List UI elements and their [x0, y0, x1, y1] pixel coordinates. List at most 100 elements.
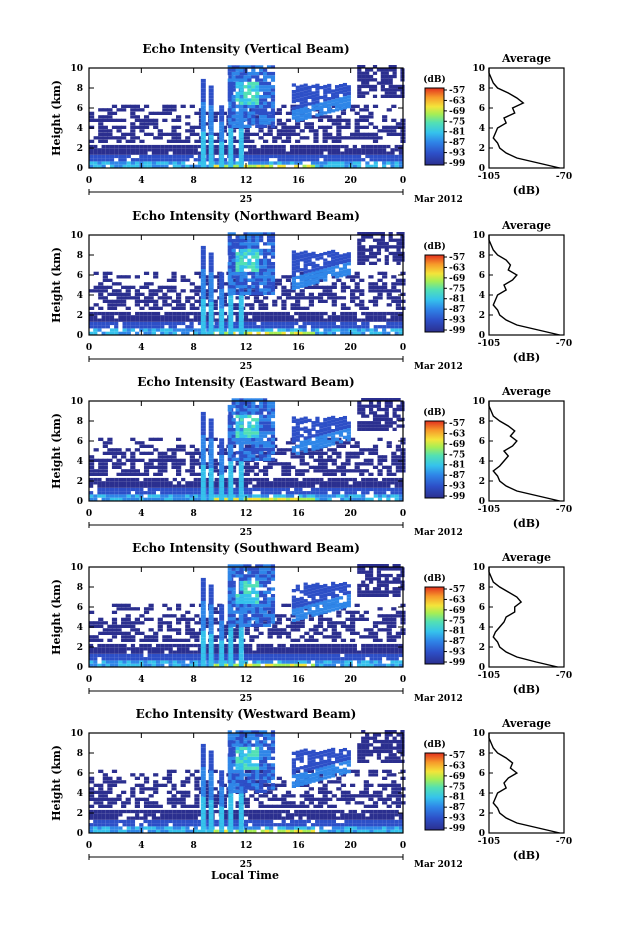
- heatmap-cell: [166, 455, 173, 459]
- heatmap-cell: [235, 148, 240, 152]
- heatmap-cell: [130, 315, 136, 319]
- heatmap-cell: [327, 318, 332, 322]
- heatmap-cell: [101, 154, 106, 159]
- heatmap-cell: [298, 491, 303, 495]
- heatmap-cell: [105, 497, 110, 501]
- profile-line: [488, 401, 560, 502]
- heatmap-cell: [126, 331, 131, 335]
- heatmap-cell: [251, 108, 256, 112]
- heatmap-cell: [228, 491, 234, 495]
- heatmap-cell: [255, 265, 260, 269]
- heatmap-cell: [365, 315, 370, 319]
- heatmap-cell: [299, 268, 304, 272]
- heatmap-cell: [281, 144, 286, 149]
- heatmap-cell: [193, 494, 198, 498]
- heatmap-cell: [319, 318, 324, 322]
- heatmap-cell: [231, 421, 236, 425]
- heatmap-cell: [361, 261, 366, 265]
- heatmap-cell: [130, 462, 136, 466]
- heatmap-cell: [354, 136, 360, 140]
- heatmap-cell: [121, 607, 127, 611]
- heatmap-cell: [219, 315, 225, 319]
- heatmap-cell: [164, 484, 169, 488]
- heatmap-cell: [214, 494, 219, 498]
- heatmap-cell: [193, 484, 198, 488]
- heatmap-cell: [105, 663, 110, 667]
- heatmap-cell: [256, 653, 261, 658]
- heatmap-cell: [264, 158, 270, 162]
- heatmap-cell: [315, 663, 320, 667]
- heatmap-cell: [235, 306, 241, 310]
- heatmap-cell: [289, 657, 295, 661]
- heatmap-cell: [342, 263, 348, 267]
- heatmap-cell: [359, 132, 365, 136]
- heatmap-cell: [176, 638, 182, 642]
- heatmap-cell: [107, 271, 113, 275]
- heatmap-cell: [382, 325, 387, 329]
- heatmap-cell: [352, 484, 357, 488]
- heatmap-cell: [294, 663, 299, 667]
- heatmap-cell: [221, 111, 227, 115]
- heatmap-cell: [327, 164, 332, 168]
- heatmap-cell: [263, 447, 268, 452]
- heatmap-cell: [98, 118, 104, 122]
- heatmap-cell: [373, 161, 378, 165]
- heatmap-cell: [369, 663, 374, 667]
- heatmap-cell: [166, 289, 173, 293]
- heatmap-cell: [317, 455, 324, 459]
- heatmap-cell: [344, 158, 349, 162]
- heatmap-cell: [299, 417, 304, 421]
- heatmap-cell: [238, 321, 244, 326]
- heatmap-cell: [390, 657, 395, 661]
- heatmap-cell: [193, 148, 198, 152]
- heatmap-cell: [294, 643, 299, 648]
- heatmap-cell: [331, 663, 337, 667]
- heatmap-cell: [306, 657, 311, 661]
- heatmap-cell: [200, 418, 206, 422]
- heatmap-cell: [299, 84, 304, 88]
- heatmap-cell: [251, 232, 256, 236]
- heatmap-cell: [151, 491, 156, 495]
- heatmap-cell: [390, 653, 395, 658]
- heatmap-cell: [121, 621, 127, 625]
- heatmap-cell: [302, 481, 307, 485]
- heatmap-cell: [228, 497, 234, 501]
- heatmap-cell: [168, 657, 173, 661]
- heatmap-cell: [200, 285, 206, 289]
- heatmap-cell: [307, 275, 312, 280]
- heatmap-cell: [189, 487, 194, 492]
- heatmap-cell: [368, 424, 374, 428]
- y-tick-label: 0: [77, 331, 83, 341]
- heatmap-cell: [266, 411, 272, 415]
- heatmap-cell: [384, 258, 389, 262]
- heatmap-cell: [109, 653, 115, 658]
- heatmap-cell: [323, 484, 328, 488]
- heatmap-cell: [111, 455, 118, 459]
- heatmap-cell: [380, 235, 385, 239]
- heatmap-cell: [230, 303, 237, 307]
- heatmap-cell: [306, 331, 311, 335]
- heatmap-cell: [208, 325, 214, 329]
- heatmap-cell: [227, 68, 232, 72]
- heatmap-cell: [89, 311, 94, 316]
- heatmap-cell: [239, 91, 244, 95]
- heatmap-cell: [243, 278, 248, 282]
- heatmap-cell: [219, 111, 225, 116]
- heatmap-cell: [373, 151, 378, 155]
- heatmap-cell: [166, 111, 173, 115]
- heatmap-cell: [331, 161, 337, 165]
- heatmap-cell: [323, 161, 328, 165]
- heatmap-cell: [111, 125, 118, 129]
- heatmap-cell: [327, 151, 332, 155]
- heatmap-cell: [273, 481, 278, 485]
- heatmap-cell: [111, 617, 118, 621]
- heatmap-cell: [121, 275, 127, 279]
- heatmap-cell: [243, 457, 248, 461]
- heatmap-cell: [255, 104, 260, 109]
- heatmap-cell: [276, 136, 282, 140]
- heatmap-cell: [270, 437, 276, 442]
- heatmap-cell: [356, 481, 362, 485]
- heatmap-cell: [398, 491, 404, 495]
- heatmap-cell: [295, 438, 300, 442]
